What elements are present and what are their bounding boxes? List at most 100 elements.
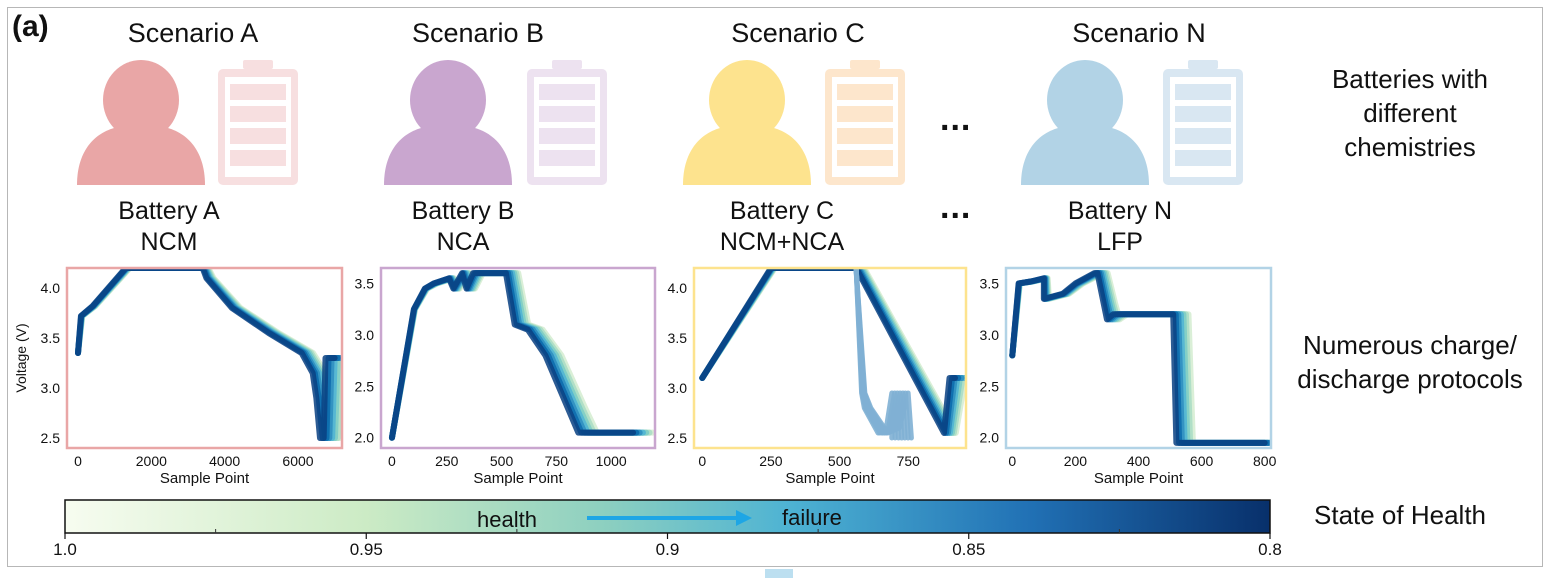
- ytick-label: 3.0: [980, 327, 1000, 343]
- scenario-a-title: Scenario A: [127, 18, 259, 48]
- protocols-line-1: Numerous charge/: [1303, 330, 1517, 360]
- series-line-0-5: [699, 268, 962, 436]
- battery-icon-n: [1163, 60, 1243, 185]
- xtick-label: 0: [74, 453, 82, 469]
- battery-icon-c: [825, 60, 905, 185]
- xtick-label: 0: [698, 453, 706, 469]
- chemistries-line-2: different: [1363, 98, 1457, 128]
- series-line-1-6: [853, 268, 895, 441]
- chart-curves-0: [75, 268, 342, 441]
- chart-border-0: [65, 266, 344, 450]
- chart-3: 2.0 2.5 3.0 3.5 0 200 400 600 800 Sample Point: [980, 266, 1277, 487]
- ytick-label: 3.5: [41, 330, 61, 346]
- xtick-label: 500: [828, 453, 852, 469]
- xtick-label: 250: [759, 453, 783, 469]
- chemistries-label: Batteries with different chemistries: [1290, 62, 1530, 164]
- xtick-label: 1000: [596, 453, 627, 469]
- chart-curves-1: [388, 270, 655, 441]
- colorbar-tick-label: 0.8: [1258, 540, 1282, 559]
- person-icon-a: [77, 60, 205, 185]
- xtick-label: 2000: [136, 453, 167, 469]
- xtick-label: 6000: [282, 453, 313, 469]
- ytick-label: 3.5: [668, 330, 688, 346]
- colorbar-tick-label: 1.0: [53, 540, 77, 559]
- chart-border-2: [692, 266, 968, 450]
- series-line-0-6: [699, 268, 959, 436]
- chemistries-line-3: chemistries: [1344, 132, 1476, 162]
- battery-b-label: Battery B NCA: [343, 196, 583, 258]
- ytick-label: 4.0: [41, 280, 61, 296]
- series-line-0-6: [75, 268, 338, 441]
- chart-0: 2.5 3.0 3.5 4.0 0 2000 4000 6000 Sample Point Vol…: [13, 266, 344, 487]
- ellipsis-icons: ...: [940, 100, 972, 138]
- battery-n-name: Battery N: [1067, 197, 1173, 225]
- xtick-label: 500: [490, 453, 514, 469]
- battery-a-label: Battery A NCM: [49, 196, 289, 258]
- battery-c-label: Battery C NCM+NCA: [662, 196, 902, 258]
- xtick-label: 4000: [209, 453, 240, 469]
- battery-icon-a: [218, 60, 298, 185]
- ytick-label: 2.0: [980, 430, 1000, 446]
- xtick-label: 750: [545, 453, 569, 469]
- ellipsis-batteries: ...: [940, 188, 972, 226]
- xtick-label: 400: [1127, 453, 1151, 469]
- person-icon-c: [683, 60, 811, 185]
- soh-label: State of Health: [1314, 500, 1486, 530]
- protocols-label: Numerous charge/ discharge protocols: [1282, 328, 1538, 396]
- ytick-label: 3.0: [668, 380, 688, 396]
- battery-a-chemistry: NCM: [140, 228, 198, 256]
- xtick-label: 200: [1064, 453, 1088, 469]
- chart-1: 2.0 2.5 3.0 3.5 0 250 500 750 1000 Sample Point: [355, 266, 657, 487]
- battery-n-label: Battery N LFP: [1000, 196, 1240, 258]
- battery-b-chemistry: NCA: [436, 228, 490, 256]
- panel-label: (a): [12, 10, 49, 43]
- series-line-0-6: [388, 270, 637, 441]
- battery-a-name: Battery A: [118, 197, 220, 225]
- arrow-head-icon: [736, 510, 752, 526]
- colorbar-tick-label: 0.9: [656, 540, 680, 559]
- soh-colorbar: 1.0 0.95 0.9 0.85 0.8 health failure: [53, 499, 1282, 559]
- ytick-label: 3.0: [41, 380, 61, 396]
- colorbar-tick-label: 0.95: [350, 540, 383, 559]
- battery-b-name: Battery B: [411, 197, 515, 225]
- x-axis-label: Sample Point: [473, 470, 563, 487]
- ytick-label: 2.0: [355, 430, 375, 446]
- battery-n-chemistry: LFP: [1097, 228, 1143, 256]
- series-line-0-3: [699, 268, 966, 436]
- chart-curves-3: [1009, 270, 1271, 446]
- battery-c-chemistry: NCM+NCA: [719, 228, 845, 256]
- x-axis-label: Sample Point: [785, 470, 875, 487]
- colorbar-tick-label: 0.85: [952, 540, 985, 559]
- person-icon-b: [384, 60, 512, 185]
- health-label: health: [477, 507, 537, 532]
- scenario-c-title: Scenario C: [731, 18, 865, 48]
- bottom-tab: [765, 569, 793, 578]
- y-axis-label: Voltage (V): [13, 323, 29, 392]
- series-line-0-6: [1009, 270, 1268, 446]
- chart-curves-2: [699, 268, 966, 441]
- xtick-label: 0: [388, 453, 396, 469]
- chart-border-3: [1004, 266, 1273, 450]
- x-axis-label: Sample Point: [160, 470, 250, 487]
- protocols-line-2: discharge protocols: [1297, 364, 1523, 394]
- person-icon-n: [1021, 60, 1149, 185]
- battery-c-name: Battery C: [729, 197, 835, 225]
- ytick-label: 3.0: [355, 327, 375, 343]
- ytick-label: 4.0: [668, 280, 688, 296]
- xtick-label: 750: [897, 453, 921, 469]
- series-line-0-5: [388, 270, 640, 441]
- scenario-b-title: Scenario B: [411, 18, 545, 48]
- xtick-label: 250: [435, 453, 459, 469]
- ytick-label: 2.5: [41, 430, 61, 446]
- x-axis-label: Sample Point: [1094, 470, 1184, 487]
- scenario-n-title: Scenario N: [1072, 18, 1206, 48]
- ytick-label: 3.5: [355, 275, 375, 291]
- xtick-label: 800: [1253, 453, 1277, 469]
- figure-frame: [7, 7, 1543, 567]
- xtick-label: 600: [1190, 453, 1214, 469]
- chemistries-line-1: Batteries with: [1331, 64, 1489, 94]
- battery-icon-b: [527, 60, 607, 185]
- ytick-label: 2.5: [980, 378, 1000, 394]
- xtick-label: 0: [1008, 453, 1016, 469]
